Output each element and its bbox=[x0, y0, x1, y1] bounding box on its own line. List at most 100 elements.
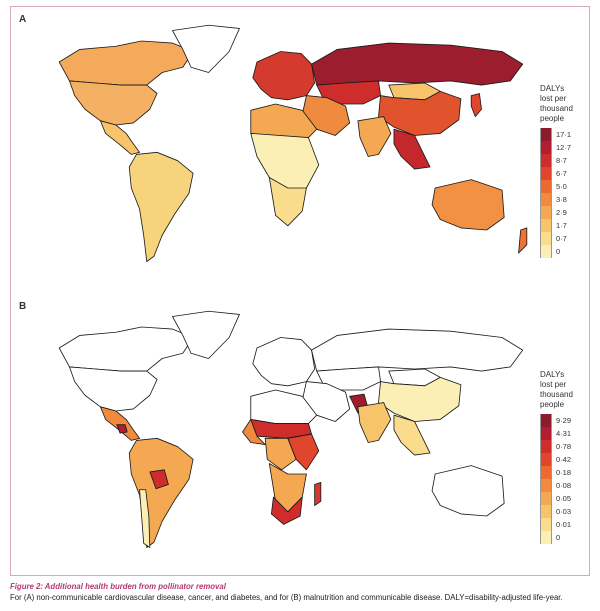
legend-title-line: DALYs bbox=[540, 370, 565, 379]
region-west-africa bbox=[242, 418, 266, 446]
legend-row: 0·01 bbox=[540, 518, 571, 531]
region-greenland bbox=[172, 24, 240, 73]
legend-tick-label: 0 bbox=[556, 247, 561, 256]
region-southern-africa bbox=[268, 177, 307, 227]
legend-tick-label: 0·18 bbox=[556, 468, 572, 477]
region-east-africa bbox=[287, 433, 320, 471]
legend-swatch bbox=[540, 180, 552, 193]
legend-tick-label: 0·78 bbox=[556, 442, 572, 451]
legend-title-line: thousand bbox=[540, 104, 573, 113]
region-australia bbox=[431, 179, 505, 231]
region-new-zealand bbox=[518, 227, 528, 254]
legend-tick-label: 6·7 bbox=[556, 169, 567, 178]
world-map-regions bbox=[58, 310, 524, 548]
legend-swatch bbox=[540, 414, 552, 427]
legend-tick-label: 4·31 bbox=[556, 429, 572, 438]
region-south-africa bbox=[270, 496, 303, 525]
legend-row: 0·05 bbox=[540, 492, 571, 505]
legend-swatch bbox=[540, 492, 552, 505]
legend-tick-label: 8·7 bbox=[556, 156, 567, 165]
legend-row: 0·42 bbox=[540, 453, 571, 466]
legend-swatch bbox=[540, 128, 552, 141]
legend-title-line: people bbox=[540, 114, 565, 123]
region-south-america bbox=[128, 437, 194, 548]
legend-row: 9·29 bbox=[540, 414, 571, 427]
region-canada bbox=[58, 326, 194, 372]
region-japan bbox=[470, 93, 482, 118]
legend-swatch bbox=[540, 219, 552, 232]
region-central-africa bbox=[264, 437, 297, 471]
legend-row: 5·0 bbox=[540, 180, 567, 193]
legend-title-line: thousand bbox=[540, 390, 573, 399]
legend-row: 6·7 bbox=[540, 167, 567, 180]
region-south-america bbox=[128, 151, 194, 262]
legend-swatch bbox=[540, 453, 552, 466]
legend-tick-label: 0·08 bbox=[556, 481, 572, 490]
figure-frame bbox=[10, 6, 590, 576]
legend-row: 17·1 bbox=[540, 128, 571, 141]
figure-caption: Figure 2: Additional health burden from … bbox=[10, 581, 595, 603]
legend-title-line: lost per bbox=[540, 380, 567, 389]
legend-swatch bbox=[540, 479, 552, 492]
region-north-america bbox=[69, 80, 158, 126]
legend-tick-label: 9·29 bbox=[556, 416, 572, 425]
region-russia bbox=[311, 328, 524, 372]
legend-tick-label: 2·9 bbox=[556, 208, 567, 217]
panel-a-legend: DALYs lost per thousand people 17·1 12·7 8… bbox=[540, 84, 590, 264]
legend-swatch bbox=[540, 193, 552, 206]
legend-title: DALYs lost per thousand people bbox=[540, 84, 590, 124]
legend-tick-label: 5·0 bbox=[556, 182, 567, 191]
legend-swatch bbox=[540, 154, 552, 167]
region-china bbox=[378, 376, 462, 422]
region-europe bbox=[252, 337, 316, 387]
region-central-america bbox=[99, 120, 140, 155]
legend-row: 3·8 bbox=[540, 193, 567, 206]
panel-a-label: A bbox=[19, 14, 27, 25]
caption-text: For (A) non-communicable cardiovascular … bbox=[10, 593, 563, 602]
legend-row: 0·03 bbox=[540, 505, 571, 518]
legend-tick-label: 1·7 bbox=[556, 221, 567, 230]
region-china bbox=[378, 90, 462, 136]
legend-row: 12·7 bbox=[540, 141, 571, 154]
legend-tick-label: 17·1 bbox=[556, 130, 572, 139]
legend-row: 0·78 bbox=[540, 440, 571, 453]
legend-title-line: lost per bbox=[540, 94, 567, 103]
region-australia bbox=[431, 465, 505, 517]
world-map-regions bbox=[58, 24, 528, 262]
region-central-america bbox=[99, 406, 140, 441]
panel-b-legend: DALYs lost per thousand people 9·29 4·31 0… bbox=[540, 370, 590, 550]
legend-swatch bbox=[540, 440, 552, 453]
legend-row: 0·18 bbox=[540, 466, 571, 479]
legend-tick-label: 0·05 bbox=[556, 494, 572, 503]
region-se-asia bbox=[393, 414, 431, 456]
region-bolivia bbox=[149, 469, 169, 490]
legend-tick-label: 3·8 bbox=[556, 195, 567, 204]
legend-row: 0·08 bbox=[540, 479, 571, 492]
legend-swatch bbox=[540, 167, 552, 180]
legend-swatch bbox=[540, 206, 552, 219]
panel-b-label: B bbox=[19, 301, 27, 312]
legend-row: 8·7 bbox=[540, 154, 567, 167]
legend-swatch bbox=[540, 505, 552, 518]
legend-row: 0 bbox=[540, 245, 560, 258]
legend-title-line: DALYs bbox=[540, 84, 565, 93]
region-madagascar bbox=[314, 481, 322, 506]
legend-swatch bbox=[540, 466, 552, 479]
legend-row: 0 bbox=[540, 531, 560, 544]
legend-tick-label: 0·42 bbox=[556, 455, 572, 464]
caption-title: Figure 2: Additional health burden from … bbox=[10, 582, 226, 591]
legend-tick-label: 0·7 bbox=[556, 234, 567, 243]
legend-swatch bbox=[540, 141, 552, 154]
region-se-asia bbox=[393, 128, 431, 170]
region-greenland bbox=[172, 310, 240, 359]
legend-row: 2·9 bbox=[540, 206, 567, 219]
region-chile bbox=[139, 489, 151, 548]
legend-tick-label: 0·03 bbox=[556, 507, 572, 516]
legend-title: DALYs lost per thousand people bbox=[540, 370, 590, 410]
legend-swatch bbox=[540, 427, 552, 440]
region-guatemala bbox=[116, 424, 128, 434]
legend-row: 4·31 bbox=[540, 427, 571, 440]
region-india bbox=[357, 116, 392, 157]
